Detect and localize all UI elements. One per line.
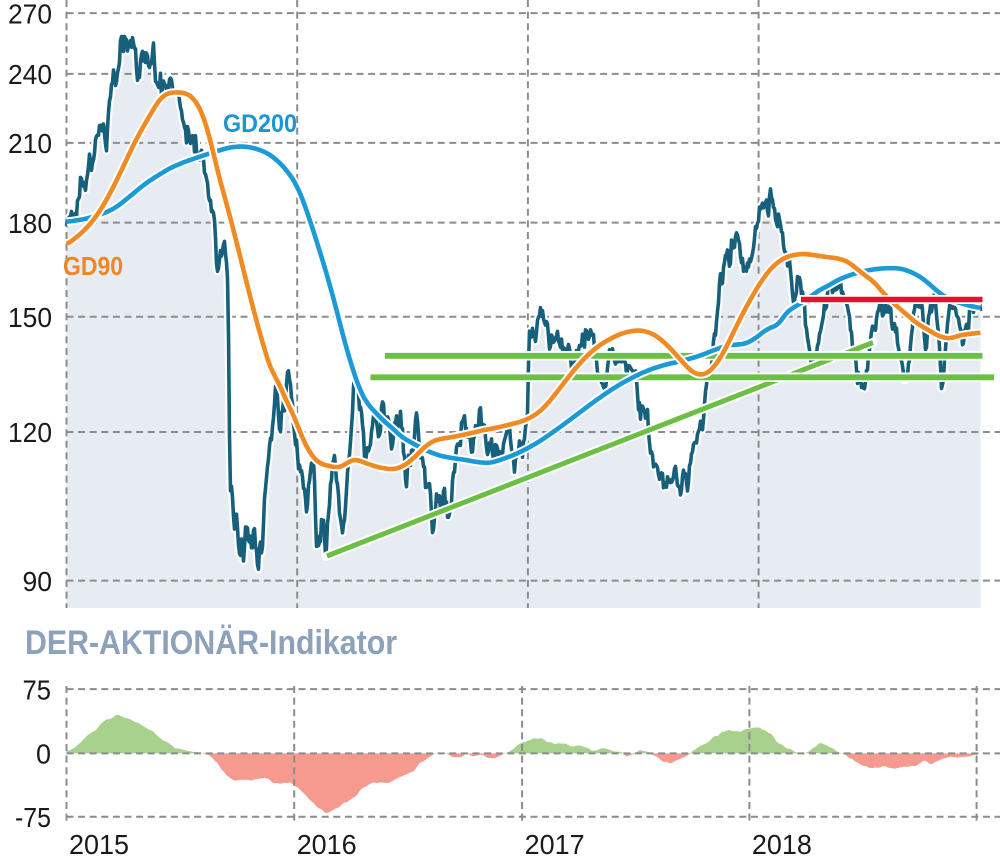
- svg-text:0: 0: [36, 739, 51, 770]
- svg-text:2018: 2018: [752, 829, 812, 857]
- svg-text:270: 270: [8, 0, 52, 29]
- svg-text:75: 75: [23, 674, 52, 705]
- svg-text:90: 90: [23, 566, 53, 597]
- svg-text:2017: 2017: [525, 829, 585, 857]
- svg-text:2015: 2015: [69, 829, 129, 857]
- svg-text:2016: 2016: [297, 829, 357, 857]
- svg-text:DER-AKTIONÄR-Indikator: DER-AKTIONÄR-Indikator: [25, 624, 397, 662]
- svg-text:-75: -75: [15, 802, 51, 833]
- svg-text:180: 180: [8, 208, 52, 239]
- svg-text:150: 150: [8, 302, 52, 333]
- svg-text:GD200: GD200: [223, 110, 297, 138]
- svg-text:GD90: GD90: [63, 251, 123, 281]
- svg-text:210: 210: [8, 128, 52, 159]
- svg-text:240: 240: [8, 59, 52, 90]
- svg-text:120: 120: [8, 417, 52, 448]
